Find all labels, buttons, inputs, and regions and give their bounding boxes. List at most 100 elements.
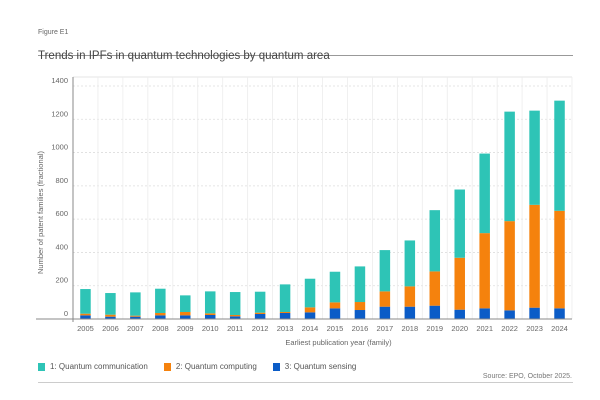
bar-quantum-computing-2019 (429, 271, 441, 306)
bar-quantum-communication-2006 (105, 293, 116, 315)
bar-quantum-computing-2020 (454, 257, 465, 310)
title-rule (38, 55, 573, 56)
bar-quantum-sensing-2006 (105, 316, 116, 319)
x-tick-label: 2018 (401, 324, 418, 333)
bar-quantum-communication-2024 (554, 100, 565, 211)
bar-quantum-computing-2022 (504, 221, 515, 311)
bar-quantum-computing-2018 (404, 286, 416, 307)
bar-quantum-computing-2007 (130, 315, 141, 317)
x-tick-label: 2020 (451, 324, 468, 333)
bar-quantum-sensing-2021 (479, 308, 490, 319)
bar-quantum-computing-2015 (329, 302, 341, 309)
legend-label: 1: Quantum communication (50, 362, 148, 371)
bar-quantum-communication-2020 (454, 189, 465, 258)
y-tick-label: 0 (64, 309, 68, 318)
bar-quantum-communication-2005 (80, 289, 91, 314)
bar-quantum-sensing-2023 (529, 307, 540, 319)
bar-quantum-sensing-2011 (229, 316, 241, 319)
y-tick-label: 800 (55, 176, 68, 185)
x-tick-label: 2006 (102, 324, 119, 333)
x-tick-label: 2013 (277, 324, 294, 333)
x-tick-label: 2008 (152, 324, 169, 333)
bar-quantum-communication-2017 (379, 250, 391, 292)
bar-quantum-communication-2012 (254, 291, 266, 313)
bar-quantum-communication-2022 (504, 111, 515, 222)
y-tick-label: 1400 (51, 76, 68, 85)
bar-quantum-sensing-2008 (155, 315, 166, 319)
figure-label: Figure E1 (38, 29, 69, 36)
bar-quantum-sensing-2007 (130, 316, 141, 319)
x-tick-label: 2022 (501, 324, 518, 333)
x-tick-label: 2021 (476, 324, 493, 333)
x-tick-label: 2007 (127, 324, 144, 333)
bar-quantum-communication-2009 (180, 295, 191, 313)
legend-swatch (38, 362, 45, 371)
legend-label: 2: Quantum computing (175, 362, 257, 371)
y-tick-label: 200 (55, 276, 68, 285)
bar-quantum-sensing-2020 (454, 309, 465, 319)
legend-item: 3: Quantum sensing (272, 362, 357, 371)
x-tick-label: 2010 (202, 324, 219, 333)
bar-quantum-computing-2014 (304, 307, 316, 313)
bar-quantum-sensing-2015 (329, 308, 341, 319)
bar-quantum-sensing-2022 (504, 310, 515, 319)
chart-title: Trends in IPFs in quantum technologies b… (38, 50, 330, 62)
bar-quantum-sensing-2016 (354, 310, 366, 319)
x-tick-label: 2017 (377, 324, 394, 333)
x-tick-label: 2011 (227, 324, 243, 333)
x-tick-label: 2015 (327, 324, 344, 333)
bar-quantum-computing-2011 (229, 315, 241, 317)
y-tick-label: 1000 (51, 143, 68, 152)
y-tick-label: 1200 (51, 109, 68, 118)
x-tick-label: 2005 (77, 324, 94, 333)
bar-quantum-computing-2021 (479, 233, 490, 309)
x-tick-label: 2024 (551, 324, 568, 333)
bar-quantum-computing-2017 (379, 291, 391, 307)
x-tick-label: 2012 (252, 324, 269, 333)
source-note: Source: EPO, October 2025. (482, 373, 572, 380)
x-tick-label: 2014 (302, 324, 319, 333)
legend-label: 3: Quantum sensing (284, 362, 357, 371)
bar-quantum-sensing-2009 (180, 315, 191, 319)
legend-swatch (272, 362, 280, 371)
bar-quantum-computing-2006 (105, 314, 116, 317)
bar-quantum-sensing-2013 (279, 313, 291, 319)
bar-quantum-sensing-2017 (379, 306, 391, 319)
bar-quantum-computing-2005 (80, 313, 91, 316)
bar-quantum-communication-2010 (204, 291, 216, 314)
bar-quantum-communication-2008 (155, 288, 166, 314)
legend-swatch (163, 362, 171, 371)
bar-quantum-computing-2023 (529, 204, 540, 308)
legend-item: 2: Quantum computing (163, 362, 257, 371)
y-tick-label: 600 (55, 209, 68, 218)
bar-quantum-sensing-2014 (304, 312, 316, 319)
x-tick-label: 2023 (526, 324, 543, 333)
x-tick-label: 2009 (177, 324, 194, 333)
y-tick-label: 400 (55, 242, 68, 251)
y-axis-label: Number of patent families (fractional) (36, 151, 45, 274)
bar-quantum-sensing-2024 (554, 308, 565, 319)
bar-quantum-sensing-2012 (254, 314, 266, 319)
bar-quantum-communication-2014 (304, 278, 316, 308)
bar-quantum-sensing-2018 (404, 306, 416, 319)
bar-quantum-computing-2010 (204, 313, 216, 316)
bar-quantum-computing-2008 (155, 313, 166, 316)
bar-quantum-sensing-2019 (429, 305, 441, 319)
bar-quantum-communication-2013 (279, 284, 291, 313)
x-tick-label: 2016 (352, 324, 369, 333)
bar-quantum-communication-2007 (130, 292, 141, 316)
legend: 1: Quantum communication 2: Quantum compu… (38, 362, 356, 371)
bar-quantum-communication-2015 (329, 271, 341, 303)
bar-quantum-communication-2019 (429, 210, 441, 272)
bar-quantum-communication-2011 (229, 292, 241, 316)
bar-quantum-communication-2023 (529, 110, 540, 205)
bottom-rule (38, 382, 573, 383)
bar-quantum-computing-2012 (254, 312, 266, 315)
x-tick-label: 2019 (426, 324, 443, 333)
bar-quantum-communication-2016 (354, 266, 366, 303)
bar-quantum-computing-2009 (180, 312, 191, 316)
bar-quantum-communication-2018 (404, 240, 416, 287)
x-axis-label: Earliest publication year (family) (285, 338, 392, 347)
bar-quantum-computing-2024 (554, 210, 565, 309)
